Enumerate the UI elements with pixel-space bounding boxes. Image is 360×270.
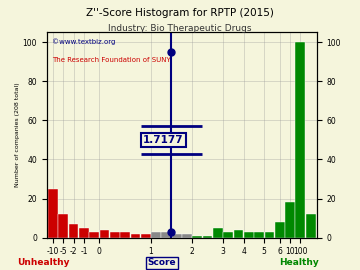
Bar bbox=[265, 232, 274, 238]
Bar bbox=[89, 232, 99, 238]
Text: 1.7177: 1.7177 bbox=[143, 135, 184, 145]
Bar bbox=[182, 234, 192, 238]
Text: The Research Foundation of SUNY: The Research Foundation of SUNY bbox=[52, 57, 171, 63]
Bar bbox=[296, 42, 305, 238]
Bar bbox=[131, 234, 140, 238]
Text: ©www.textbiz.org: ©www.textbiz.org bbox=[52, 39, 116, 45]
Bar bbox=[223, 232, 233, 238]
Bar bbox=[172, 234, 181, 238]
Bar bbox=[285, 202, 295, 238]
Bar bbox=[48, 189, 58, 238]
Bar bbox=[120, 232, 130, 238]
Bar bbox=[79, 228, 89, 238]
Y-axis label: Number of companies (208 total): Number of companies (208 total) bbox=[15, 83, 20, 187]
Bar bbox=[100, 230, 109, 238]
Text: Industry: Bio Therapeutic Drugs: Industry: Bio Therapeutic Drugs bbox=[108, 24, 252, 33]
Bar bbox=[275, 222, 285, 238]
Bar bbox=[234, 230, 243, 238]
Bar bbox=[192, 236, 202, 238]
Text: Z''-Score Histogram for RPTP (2015): Z''-Score Histogram for RPTP (2015) bbox=[86, 8, 274, 18]
Bar bbox=[213, 228, 223, 238]
Bar bbox=[110, 232, 120, 238]
Text: Healthy: Healthy bbox=[279, 258, 319, 267]
Text: Unhealthy: Unhealthy bbox=[17, 258, 69, 267]
Bar bbox=[151, 232, 161, 238]
Bar bbox=[203, 236, 212, 238]
Text: Score: Score bbox=[148, 258, 176, 267]
Bar bbox=[69, 224, 78, 238]
Bar bbox=[244, 232, 254, 238]
Bar bbox=[141, 234, 150, 238]
Bar bbox=[306, 214, 315, 238]
Bar bbox=[58, 214, 68, 238]
Bar bbox=[161, 232, 171, 238]
Bar bbox=[254, 232, 264, 238]
